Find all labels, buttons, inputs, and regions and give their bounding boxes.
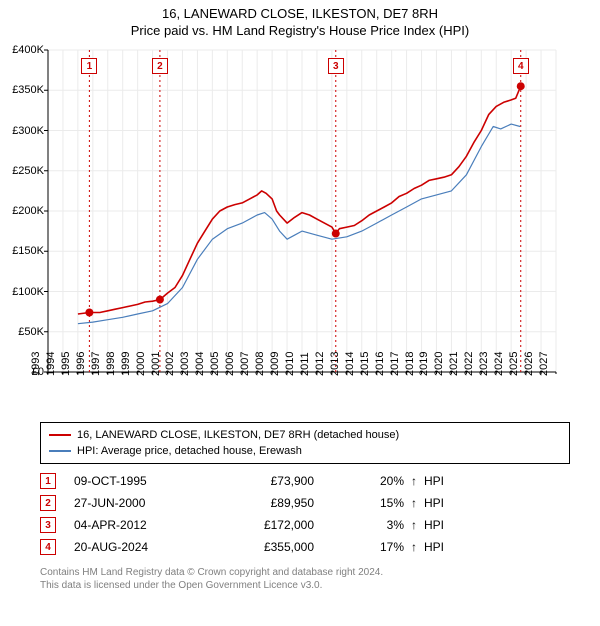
up-arrow-icon: ↑ — [404, 518, 424, 532]
chart-area: £0£50K£100K£150K£200K£250K£300K£350K£400… — [0, 42, 560, 412]
x-tick-label: 2006 — [224, 352, 236, 376]
y-tick-label: £400K — [0, 44, 44, 56]
x-tick-label: 2017 — [389, 352, 401, 376]
y-tick-label: £50K — [0, 326, 44, 338]
x-tick-label: 2019 — [418, 352, 430, 376]
y-tick-label: £200K — [0, 205, 44, 217]
sale-price: £172,000 — [214, 518, 344, 532]
sale-suffix: HPI — [424, 540, 464, 554]
legend-row: 16, LANEWARD CLOSE, ILKESTON, DE7 8RH (d… — [49, 427, 561, 443]
x-tick-label: 1996 — [75, 352, 87, 376]
x-tick-label: 1994 — [45, 352, 57, 376]
sale-marker-4: 4 — [513, 58, 529, 74]
x-tick-label: 2009 — [269, 352, 281, 376]
legend-swatch — [49, 450, 71, 452]
up-arrow-icon: ↑ — [404, 474, 424, 488]
legend: 16, LANEWARD CLOSE, ILKESTON, DE7 8RH (d… — [40, 422, 570, 464]
x-tick-label: 2005 — [209, 352, 221, 376]
sale-price: £89,950 — [214, 496, 344, 510]
sale-pct: 3% — [344, 518, 404, 532]
footer-line-2: This data is licensed under the Open Gov… — [40, 579, 570, 592]
x-tick-label: 1993 — [30, 352, 42, 376]
y-tick-label: £100K — [0, 286, 44, 298]
sale-number-box: 2 — [40, 495, 56, 511]
x-tick-label: 2024 — [493, 352, 505, 376]
x-tick-label: 2013 — [329, 352, 341, 376]
sale-price: £73,900 — [214, 474, 344, 488]
x-tick-label: 2001 — [150, 352, 162, 376]
x-tick-label: 2012 — [314, 352, 326, 376]
x-tick-label: 2010 — [284, 352, 296, 376]
footer: Contains HM Land Registry data © Crown c… — [40, 566, 570, 592]
up-arrow-icon: ↑ — [404, 540, 424, 554]
sale-pct: 17% — [344, 540, 404, 554]
x-tick-label: 1997 — [90, 352, 102, 376]
legend-swatch — [49, 434, 71, 436]
sales-row: 1 09-OCT-1995£73,90020%↑HPI — [40, 470, 570, 492]
y-tick-label: £250K — [0, 165, 44, 177]
legend-label: 16, LANEWARD CLOSE, ILKESTON, DE7 8RH (d… — [77, 427, 399, 443]
legend-row: HPI: Average price, detached house, Erew… — [49, 443, 561, 459]
sale-suffix: HPI — [424, 474, 464, 488]
x-tick-label: 2004 — [194, 352, 206, 376]
x-tick-label: 2008 — [254, 352, 266, 376]
y-tick-label: £300K — [0, 125, 44, 137]
sale-price: £355,000 — [214, 540, 344, 554]
x-tick-label: 2003 — [179, 352, 191, 376]
footer-line-1: Contains HM Land Registry data © Crown c… — [40, 566, 570, 579]
x-tick-label: 2023 — [478, 352, 490, 376]
chart-svg — [0, 42, 560, 374]
x-tick-label: 2015 — [359, 352, 371, 376]
sale-pct: 20% — [344, 474, 404, 488]
x-tick-label: 2020 — [433, 352, 445, 376]
sale-number-box: 3 — [40, 517, 56, 533]
x-tick-label: 2018 — [404, 352, 416, 376]
up-arrow-icon: ↑ — [404, 496, 424, 510]
x-axis-labels: 1993199419951996199719981999200020012002… — [0, 376, 560, 414]
x-tick-label: 1999 — [120, 352, 132, 376]
sale-date: 04-APR-2012 — [74, 518, 214, 532]
y-tick-label: £350K — [0, 84, 44, 96]
sales-row: 2 27-JUN-2000£89,95015%↑HPI — [40, 492, 570, 514]
legend-label: HPI: Average price, detached house, Erew… — [77, 443, 302, 459]
sale-number-box: 1 — [40, 473, 56, 489]
sale-marker-1: 1 — [81, 58, 97, 74]
x-tick-label: 2027 — [538, 352, 550, 376]
x-tick-label: 2007 — [239, 352, 251, 376]
sale-marker-3: 3 — [328, 58, 344, 74]
x-tick-label: 2022 — [463, 352, 475, 376]
x-tick-label: 2016 — [374, 352, 386, 376]
sale-suffix: HPI — [424, 518, 464, 532]
sale-suffix: HPI — [424, 496, 464, 510]
x-tick-label: 2021 — [448, 352, 460, 376]
x-tick-label: 1998 — [105, 352, 117, 376]
chart-container: 16, LANEWARD CLOSE, ILKESTON, DE7 8RH Pr… — [0, 6, 600, 626]
sale-pct: 15% — [344, 496, 404, 510]
x-tick-label: 2014 — [344, 352, 356, 376]
sale-marker-2: 2 — [152, 58, 168, 74]
x-tick-label: 1995 — [60, 352, 72, 376]
title-line-1: 16, LANEWARD CLOSE, ILKESTON, DE7 8RH — [30, 6, 570, 21]
sales-table: 109-OCT-1995£73,90020%↑HPI227-JUN-2000£8… — [40, 470, 570, 558]
x-tick-label: 2011 — [299, 352, 311, 376]
sale-date: 09-OCT-1995 — [74, 474, 214, 488]
sales-row: 3 04-APR-2012£172,0003%↑HPI — [40, 514, 570, 536]
x-tick-label: 2026 — [523, 352, 535, 376]
title-line-2: Price paid vs. HM Land Registry's House … — [30, 23, 570, 38]
sale-number-box: 4 — [40, 539, 56, 555]
sale-date: 27-JUN-2000 — [74, 496, 214, 510]
x-tick-label: 2000 — [135, 352, 147, 376]
x-tick-label: 2002 — [164, 352, 176, 376]
x-tick-label: 2025 — [508, 352, 520, 376]
sales-row: 4 20-AUG-2024£355,00017%↑HPI — [40, 536, 570, 558]
y-tick-label: £150K — [0, 245, 44, 257]
sale-date: 20-AUG-2024 — [74, 540, 214, 554]
